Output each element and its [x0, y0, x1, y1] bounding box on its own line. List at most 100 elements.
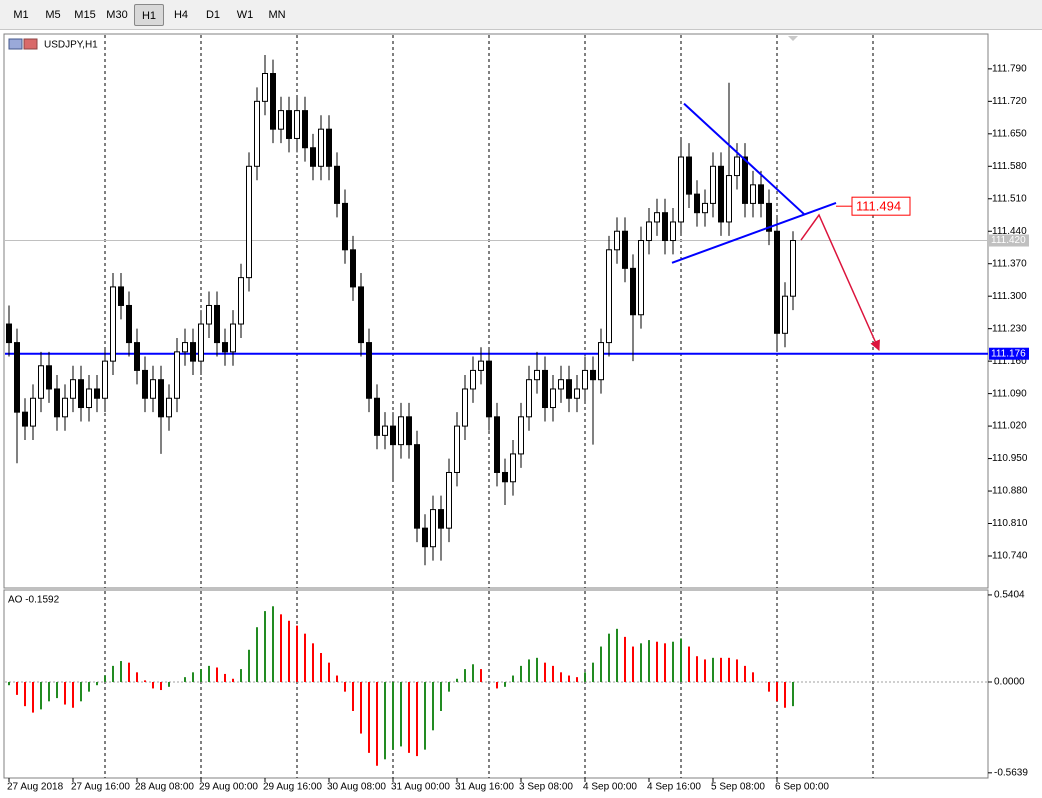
- timeframe-button[interactable]: D1: [205, 8, 221, 21]
- candle-body: [302, 110, 308, 149]
- candle-body: [470, 369, 476, 390]
- candle-body: [750, 184, 756, 204]
- candle-body: [742, 156, 748, 204]
- candle-body: [630, 267, 636, 316]
- candle-body: [46, 365, 52, 390]
- candle-body: [70, 379, 76, 399]
- candle-body: [54, 388, 60, 418]
- y-tick-label: 111.370: [992, 258, 1027, 269]
- candle-body: [414, 444, 420, 529]
- candle-body: [558, 379, 564, 390]
- candle-body: [350, 249, 356, 288]
- y-tick-label: 111.090: [992, 388, 1027, 399]
- candle-body: [38, 365, 44, 399]
- arrow: [800, 213, 880, 351]
- y-tick-label: 111.650: [992, 128, 1027, 139]
- candle-body: [694, 193, 700, 214]
- price-box: [989, 234, 1029, 247]
- candle-body: [358, 286, 364, 344]
- indicator-title: AO -0.1592: [8, 595, 60, 606]
- candle-body: [198, 323, 204, 362]
- candle-body: [622, 230, 628, 269]
- candle-body: [294, 110, 300, 139]
- y-tick-label: 0.0000: [994, 677, 1025, 688]
- candle-body: [566, 379, 572, 399]
- x-tick-label: 29 Aug 16:00: [263, 782, 322, 793]
- candle-body: [102, 360, 108, 399]
- candle-body: [254, 100, 260, 167]
- timeframe-button[interactable]: W1: [236, 8, 254, 21]
- y-tick-label: 111.440: [992, 226, 1027, 237]
- candle-body: [150, 379, 156, 399]
- candle-body: [278, 110, 284, 130]
- candle-body: [638, 240, 644, 316]
- candle-body: [422, 527, 428, 548]
- x-tick-label: 30 Aug 08:00: [327, 782, 386, 793]
- candle-body: [486, 360, 492, 418]
- timeframe-button[interactable]: H1: [134, 3, 164, 26]
- candle-body: [318, 128, 324, 167]
- candle-body: [726, 175, 732, 223]
- candle-body: [62, 397, 68, 418]
- candle-body: [86, 388, 92, 409]
- timeframe-button[interactable]: H4: [173, 8, 189, 21]
- candle-body: [270, 73, 276, 130]
- timeframe-button[interactable]: M5: [45, 8, 61, 21]
- candle-body: [782, 295, 788, 334]
- y-tick-label: 110.950: [992, 453, 1028, 464]
- candle-body: [606, 249, 612, 344]
- candle-body: [430, 509, 436, 548]
- candle-body: [374, 397, 380, 436]
- candle-body: [518, 416, 524, 455]
- candle-body: [446, 471, 452, 529]
- y-tick-label: 111.720: [992, 96, 1027, 107]
- x-tick-label: 27 Aug 16:00: [71, 782, 130, 793]
- x-tick-label: 4 Sep 16:00: [647, 782, 701, 793]
- candle-body: [22, 411, 28, 427]
- candle-body: [222, 342, 228, 353]
- timeframe-toolbar: M1 M5 M15 M30 H1 H4 D1 W1 MN: [0, 0, 1042, 30]
- candle-body: [238, 277, 244, 325]
- x-tick-label: 5 Sep 08:00: [711, 782, 765, 793]
- trendline: [671, 202, 837, 264]
- candle-body: [190, 342, 196, 362]
- candle-body: [6, 323, 12, 344]
- candle-body: [126, 304, 132, 344]
- candle-body: [654, 212, 660, 223]
- candle-body: [662, 212, 668, 242]
- timeframe-button[interactable]: M15: [74, 8, 96, 21]
- candle-body: [534, 369, 540, 381]
- candle-body: [230, 323, 236, 353]
- y-tick-label: 111.020: [992, 421, 1027, 432]
- candle-body: [78, 379, 84, 409]
- timeframe-button[interactable]: MN: [268, 8, 286, 21]
- candle-body: [390, 425, 396, 446]
- candle-body: [206, 304, 212, 325]
- shift-marker: [788, 36, 798, 41]
- candle-body: [758, 184, 764, 204]
- candle-body: [142, 369, 148, 399]
- x-tick-label: 6 Sep 00:00: [775, 782, 829, 793]
- candle-body: [382, 425, 388, 436]
- candle-body: [574, 388, 580, 399]
- candle-body: [614, 230, 620, 251]
- y-tick-label: 110.880: [992, 486, 1028, 497]
- price-box: [989, 347, 1029, 360]
- price-box-label: 111.420: [991, 235, 1026, 246]
- y-tick-label: 111.160: [992, 356, 1027, 367]
- candle-body: [262, 73, 268, 102]
- candle-body: [678, 156, 684, 223]
- candle-body: [326, 128, 332, 167]
- price-box-label: 111.176: [991, 348, 1026, 359]
- timeframe-button[interactable]: M1: [13, 8, 29, 21]
- trendline: [683, 102, 805, 215]
- candle-body: [174, 351, 180, 399]
- candle-body: [702, 202, 708, 214]
- candle-body: [342, 202, 348, 251]
- symbol-icon: [8, 38, 23, 50]
- candle-body: [110, 286, 116, 362]
- candle-body: [718, 165, 724, 223]
- candle-body: [582, 369, 588, 390]
- timeframe-button[interactable]: M30: [106, 8, 128, 21]
- candle-body: [494, 416, 500, 473]
